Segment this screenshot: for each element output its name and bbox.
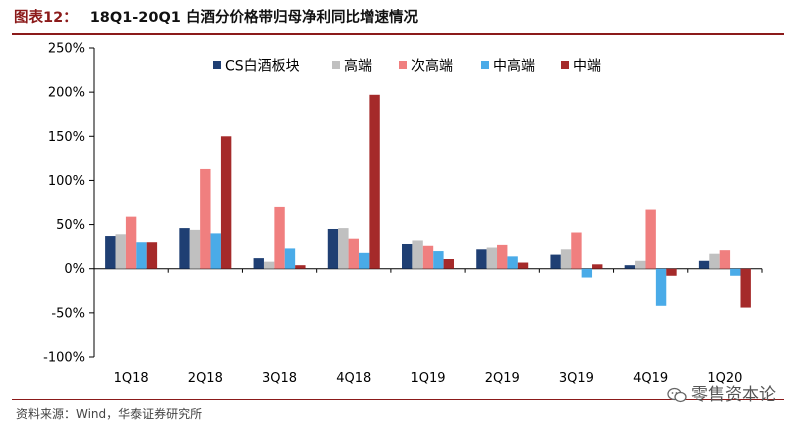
legend-label: 中端: [573, 59, 601, 75]
title-divider: [12, 33, 784, 35]
y-tick-label: 100%: [48, 174, 85, 189]
bar-4-1Q18: [136, 242, 147, 269]
bar-2-2Q19: [486, 247, 498, 269]
y-tick-label: 0%: [64, 262, 85, 277]
bar-1-1Q19: [402, 243, 413, 269]
x-tick-label: 4Q19: [633, 371, 668, 386]
bar-4-1Q20: [730, 268, 741, 276]
bar-5-3Q19: [592, 264, 603, 269]
bar-2-1Q19: [412, 240, 423, 269]
bar-2-1Q18: [115, 234, 126, 269]
bar-2-2Q18: [189, 229, 201, 269]
bar-1-3Q18: [253, 258, 264, 269]
bar-5-4Q19: [666, 268, 677, 276]
x-tick-label: 1Q20: [707, 371, 742, 386]
y-tick-label: 250%: [48, 42, 85, 57]
bar-1-3Q19: [550, 254, 561, 269]
watermark-text: 零售资本论: [691, 385, 776, 405]
x-tick-label: 1Q18: [114, 371, 149, 386]
bar-1-1Q18: [105, 236, 116, 269]
figure-title-text: 18Q1-20Q1 白酒分价格带归母净利同比增速情况: [89, 10, 418, 26]
bar-3-3Q19: [571, 232, 582, 269]
bar-2-1Q20: [709, 253, 720, 269]
legend-swatch: [332, 61, 340, 69]
bar-1-1Q20: [698, 260, 710, 269]
bar-2-4Q18: [338, 228, 349, 269]
bar-4-4Q18: [358, 252, 370, 269]
x-tick-label: 2Q18: [188, 371, 223, 386]
y-tick-label: 200%: [48, 86, 85, 101]
legend-label: 中高端: [493, 58, 535, 75]
bar-5-1Q19: [443, 259, 454, 269]
legend-label: 高端: [344, 58, 372, 75]
legend-swatch: [399, 61, 407, 69]
bar-4-2Q18: [210, 233, 221, 269]
x-tick-label: 3Q18: [262, 371, 297, 386]
bar-3-1Q19: [422, 245, 434, 269]
bar-3-2Q18: [200, 168, 211, 269]
wechat-icon: [667, 387, 687, 403]
watermark: 零售资本论: [667, 384, 776, 406]
x-tick-label: 3Q19: [559, 371, 594, 386]
y-tick-label: -100%: [43, 351, 85, 366]
y-tick-label: 150%: [48, 130, 85, 145]
bar-4-1Q19: [433, 251, 444, 269]
bar-3-1Q18: [125, 216, 137, 269]
legend-label: 次高端: [411, 58, 453, 75]
y-tick-label: -50%: [51, 306, 85, 321]
figure-number: 图表12：: [14, 10, 78, 26]
x-tick-label: 4Q18: [336, 371, 371, 386]
bar-2-3Q19: [560, 249, 572, 269]
bar-1-2Q19: [476, 249, 487, 269]
bar-5-3Q18: [295, 265, 306, 269]
bar-3-4Q18: [348, 238, 359, 269]
figure-title: 图表12： 18Q1-20Q1 白酒分价格带归母净利同比增速情况: [14, 6, 784, 30]
bar-5-2Q18: [220, 136, 232, 269]
legend-swatch: [213, 61, 221, 69]
bar-3-2Q19: [497, 244, 508, 269]
legend-swatch: [561, 61, 569, 69]
y-tick-label: 50%: [56, 218, 85, 233]
bar-5-1Q20: [740, 268, 751, 308]
x-tick-label: 1Q19: [410, 371, 445, 386]
bar-3-3Q18: [274, 206, 285, 269]
bar-2-4Q19: [635, 260, 646, 269]
bar-3-1Q20: [719, 250, 731, 269]
x-tick-label: 2Q19: [485, 371, 520, 386]
bar-2-3Q18: [263, 261, 275, 269]
bar-4-2Q19: [507, 256, 518, 269]
legend-label: CS白酒板块: [225, 59, 300, 75]
bar-5-2Q19: [517, 262, 529, 269]
footer-divider: [12, 399, 784, 400]
bar-1-4Q19: [624, 265, 636, 269]
bar-4-3Q18: [284, 248, 296, 269]
bar-4-3Q19: [581, 268, 593, 278]
bar-3-4Q19: [645, 209, 656, 269]
bar-1-4Q18: [327, 228, 339, 269]
legend-swatch: [481, 61, 489, 69]
bar-4-4Q19: [655, 268, 667, 306]
bar-5-4Q18: [369, 94, 380, 269]
bar-5-1Q18: [146, 242, 158, 269]
bar-1-2Q18: [179, 228, 190, 269]
source-note: 资料来源：Wind，华泰证券研究所: [16, 407, 203, 421]
